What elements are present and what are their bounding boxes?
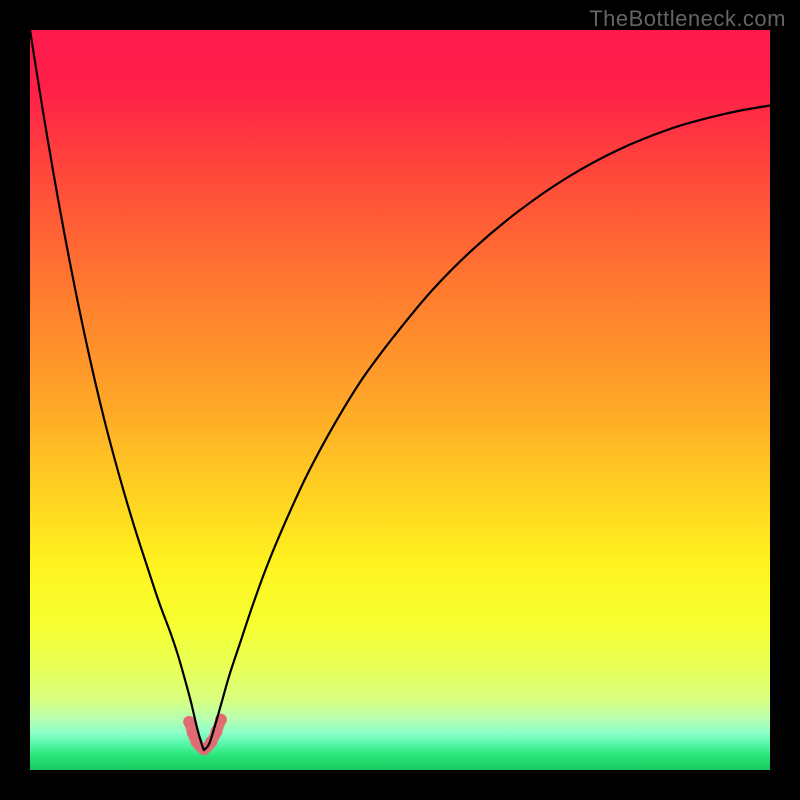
bottleneck-curve (30, 30, 770, 770)
watermark-text: TheBottleneck.com (589, 6, 786, 32)
chart-frame: TheBottleneck.com (0, 0, 800, 800)
plot-area (30, 30, 770, 770)
